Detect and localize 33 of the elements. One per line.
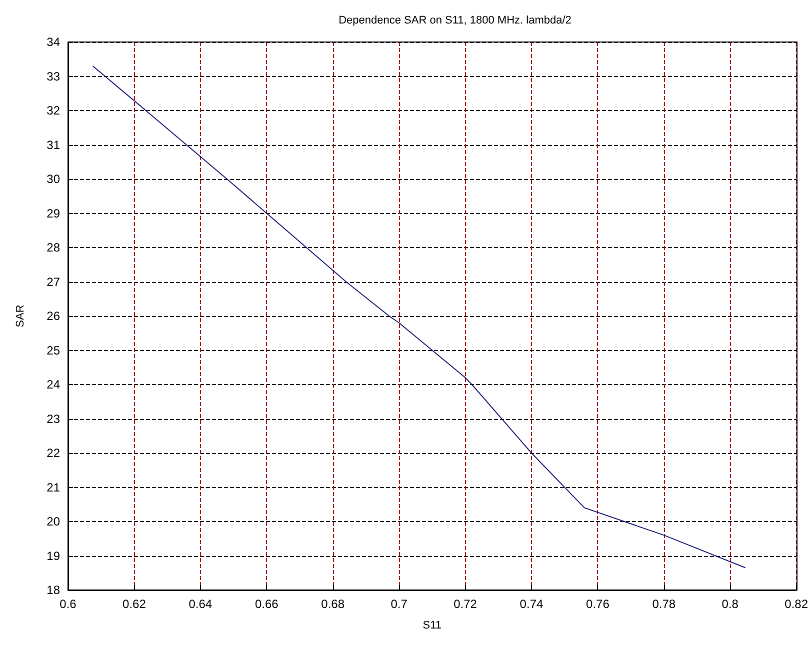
x-tick-label: 0.68 [321, 597, 345, 611]
y-tick-label: 27 [46, 274, 60, 289]
y-tick-label: 33 [46, 69, 60, 84]
x-tick-label: 0.82 [784, 597, 808, 611]
y-tick-label: 24 [46, 378, 60, 392]
y-tick-label: 23 [46, 412, 60, 426]
y-tick-label: 21 [46, 480, 60, 494]
y-tick-label: 34 [46, 35, 60, 49]
x-tick-label: 0.66 [254, 597, 279, 611]
x-tick-label: 0.7 [390, 597, 408, 611]
y-axis-title: SAR [14, 304, 26, 328]
x-tick-label: 0.72 [454, 597, 478, 611]
line-series [92, 65, 746, 568]
y-tick-label: 20 [46, 514, 60, 528]
x-tick-label: 0.78 [652, 597, 676, 611]
y-tick-label: 26 [46, 309, 60, 323]
y-tick-label: 22 [46, 446, 60, 460]
x-tick-label: 0.6 [60, 597, 77, 611]
chart-title: Dependence SAR on S11, 1800 MHz. lambda/2 [338, 14, 572, 26]
y-tick-label: 19 [46, 548, 60, 563]
x-tick-label: 0.74 [520, 597, 544, 611]
y-tick-label: 30 [46, 172, 60, 186]
y-tick-label: 32 [46, 104, 60, 118]
x-tick-label: 0.8 [722, 597, 739, 611]
x-tick-label: 0.64 [188, 597, 212, 611]
y-tick-label: 31 [46, 138, 60, 152]
y-tick-label: 25 [46, 343, 60, 358]
x-axis-title: S11 [422, 620, 442, 632]
x-tick-label: 0.76 [586, 597, 610, 611]
x-tick-label: 0.62 [122, 597, 146, 611]
y-tick-label: 18 [46, 583, 60, 597]
y-tick-label: 28 [46, 240, 60, 254]
y-tick-label: 29 [46, 206, 60, 220]
